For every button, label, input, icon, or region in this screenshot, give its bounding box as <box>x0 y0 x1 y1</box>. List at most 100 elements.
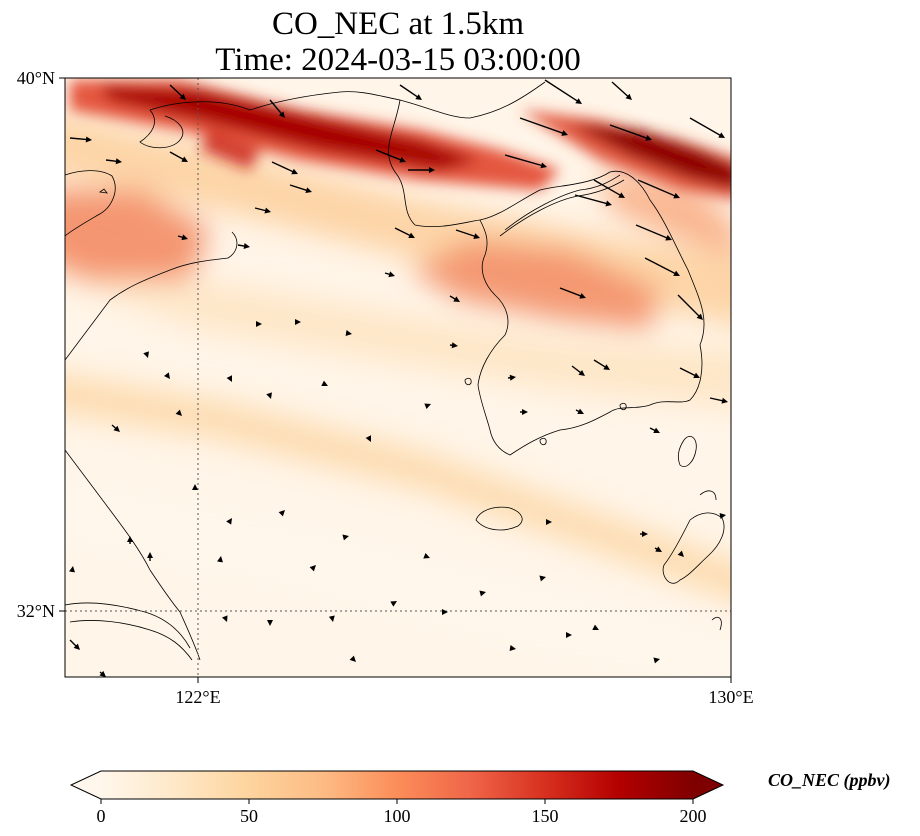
coast-jiangsu <box>65 449 201 661</box>
wind-arrow <box>267 620 273 626</box>
wind-arrow <box>217 556 223 563</box>
coast-shandong-south <box>65 231 238 361</box>
wind-arrow <box>640 531 648 537</box>
tick-label-32n: 32°N <box>17 601 55 621</box>
wind-arrow <box>375 149 406 163</box>
wind-arrow <box>192 484 198 490</box>
wind-arrow <box>111 424 120 432</box>
wind-arrow <box>455 229 480 239</box>
wind-arrow <box>271 161 298 175</box>
wind-arrow <box>449 342 458 349</box>
coast-yangtze-south <box>69 620 193 661</box>
wind-arrow <box>689 117 725 138</box>
wind-arrow <box>519 117 568 136</box>
wind-arrow <box>479 590 486 597</box>
wind-arrow <box>544 79 582 104</box>
wind-arrow <box>226 375 232 382</box>
coast-yangtze-north <box>65 602 191 649</box>
wind-arrow <box>164 372 170 379</box>
wind-arrow <box>390 601 397 607</box>
wind-arrow <box>423 552 430 559</box>
wind-arrow <box>221 615 228 622</box>
wind-arrow <box>644 257 680 276</box>
japan-coast-1 <box>699 490 717 501</box>
wind-arrow <box>69 639 80 650</box>
colorbar-label: CO_NEC (ppbv) <box>768 770 891 790</box>
wind-arrow <box>345 330 352 336</box>
wind-arrow <box>593 359 610 370</box>
wind-arrow <box>69 136 92 143</box>
coast-bohai-west <box>65 170 116 237</box>
wind-arrow <box>539 575 546 582</box>
wind-arrow <box>295 319 301 325</box>
wind-arrow <box>289 184 312 194</box>
wind-arrow <box>278 510 285 517</box>
wind-arrow <box>504 154 547 169</box>
wind-arrow <box>424 403 431 410</box>
wind-arrow <box>309 565 316 572</box>
wind-arrow <box>321 380 328 386</box>
cbar-tick-label: 200 <box>680 806 707 826</box>
japan-coast-2 <box>711 616 722 631</box>
wind-arrow <box>342 534 349 541</box>
wind-arrow <box>266 392 272 399</box>
wind-arrow <box>509 645 516 651</box>
wind-arrow <box>365 435 371 442</box>
tick-label-40n: 40°N <box>17 68 55 88</box>
wind-arrow <box>328 615 335 622</box>
gridlines <box>65 78 731 677</box>
wind-arrow <box>408 167 435 173</box>
wind-arrow <box>127 536 133 544</box>
wind-arrow <box>254 207 271 214</box>
island-small-4 <box>619 402 627 411</box>
wind-arrow <box>349 655 356 662</box>
wind-arrow <box>69 566 75 573</box>
island-small-2 <box>464 377 472 386</box>
wind-arrow <box>520 409 528 415</box>
wind-arrow <box>592 624 599 630</box>
wind-vectors <box>69 79 728 677</box>
wind-arrow <box>384 271 395 278</box>
wind-arrow <box>559 287 586 299</box>
wind-arrow <box>574 194 612 207</box>
cbar-tick-label: 100 <box>384 806 411 826</box>
colorbar-ticks: 0 50 100 150 200 <box>97 799 707 826</box>
colorbar-bar <box>69 770 725 800</box>
wind-arrow <box>237 243 250 249</box>
lon-ticks: 122°E 130°E <box>175 677 754 707</box>
wind-arrow <box>679 367 700 378</box>
lat-ticks: 40°N 32°N <box>17 68 65 621</box>
wind-arrow <box>399 84 422 100</box>
wind-arrow <box>575 408 584 414</box>
wind-arrow <box>593 179 625 198</box>
coast-liaodong <box>388 99 481 228</box>
wind-arrow <box>226 518 232 525</box>
wind-arrow <box>719 513 726 519</box>
wind-arrow <box>99 670 106 677</box>
wind-arrow <box>653 657 660 664</box>
map-time-subtitle: Time: 2024-03-15 03:00:00 <box>215 42 581 78</box>
island-jeju <box>475 506 523 531</box>
wind-arrow <box>269 99 285 118</box>
island-tsushima <box>677 436 697 467</box>
wind-arrow <box>635 224 672 241</box>
concentration-field <box>65 78 731 677</box>
wind-arrow <box>143 351 149 358</box>
wind-arrow <box>609 124 652 141</box>
wind-arrow <box>394 227 415 238</box>
wind-arrow <box>566 632 572 638</box>
dmz-line-1 <box>504 174 621 231</box>
coast-shandong-tip <box>139 109 184 149</box>
wind-arrow <box>147 552 153 561</box>
wind-arrow <box>256 321 262 327</box>
wind-arrow <box>649 427 660 433</box>
cbar-tick-label: 50 <box>240 806 258 826</box>
wind-arrow <box>169 151 188 162</box>
japan-kyushu <box>662 512 725 584</box>
map-title: CO_NEC at 1.5km <box>271 6 525 42</box>
korean-peninsula <box>477 170 705 456</box>
wind-arrow <box>677 550 684 557</box>
wind-arrow <box>637 179 680 199</box>
